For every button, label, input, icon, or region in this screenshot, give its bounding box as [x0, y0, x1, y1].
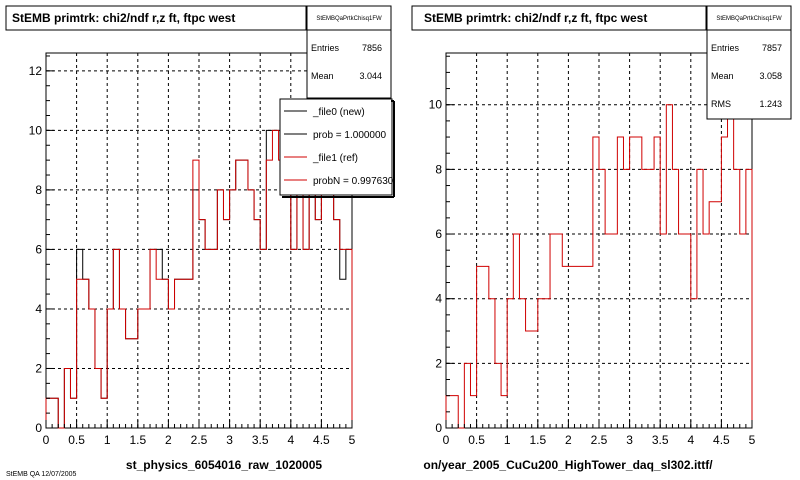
pad-1-stats-box: StEMBQaPrtkChisq1FW Entries 7856 Mean 3.…: [306, 5, 392, 99]
pad-1-x-tick-label-8: 4: [287, 433, 294, 447]
pad-2: StEMB primtrk: chi2/ndf r,z ft, ftpc wes…: [411, 5, 792, 472]
pad-1-y-tick-label-2: 4: [35, 302, 42, 316]
pad-2-x-tick-label-3: 1.5: [529, 433, 546, 447]
pad-2-stats-rms-label: RMS: [711, 99, 731, 109]
pad-2-stats-rms-value: 1.243: [759, 99, 782, 109]
pad-1-y-tick-label-3: 6: [35, 242, 42, 256]
pad-1-y-tick-label-1: 2: [35, 361, 42, 375]
pad-1-x-tick-label-5: 2.5: [191, 433, 208, 447]
pad-1-y-tick-label-0: 0: [35, 421, 42, 435]
pad-2-x-tick-label-5: 2.5: [591, 433, 608, 447]
pad-1-x-tick-label-7: 3.5: [252, 433, 269, 447]
pad-2-axes: 0 0.5 1 1.5 2 2.5 3 3.5 4 4.5 5 0 2 4 6 8 10: [429, 55, 756, 447]
pad-2-series-0-histogram: [445, 104, 753, 429]
legend-label-file0: _file0 (new): [312, 107, 365, 118]
pad-2-stats-mean-label: Mean: [711, 71, 734, 81]
pad-2-stats-mean-value: 3.058: [759, 71, 782, 81]
pad-1-title: StEMB primtrk: chi2/ndf r,z ft, ftpc wes…: [12, 11, 235, 25]
pad-1-x-tick-label-9: 4.5: [313, 433, 330, 447]
pad-2-x-tick-label-7: 3.5: [652, 433, 669, 447]
pad-1-x-tick-label-6: 3: [226, 433, 233, 447]
legend-entry-prob: prob = 1.000000: [284, 130, 387, 141]
pad-1: StEMB primtrk: chi2/ndf r,z ft, ftpc wes…: [5, 5, 395, 478]
pad-1-y-tick-label-6: 12: [29, 64, 43, 78]
pad-2-series: [445, 104, 753, 429]
pad-2-y-tick-label-1: 2: [435, 356, 442, 370]
pad-1-axes: 0 0.5 1 1.5 2 2.5 3 3.5 4 4.5 5 0 2 4 6 8 10 12: [29, 55, 356, 447]
pad-2-y-tick-label-0: 0: [435, 421, 442, 435]
pad-1-x-tick-label-4: 2: [165, 433, 172, 447]
pad-1-x-tick-label-2: 1: [104, 433, 111, 447]
pad-2-stats-name: StEMBQaPrtkChisq1FW: [716, 16, 782, 22]
pad-2-x-tick-label-10: 5: [749, 433, 756, 447]
pad-2-x-tick-label-8: 4: [687, 433, 694, 447]
legend-entry-probn: probN = 0.997630: [284, 176, 394, 187]
legend-entry-file1: _file1 (ref): [284, 153, 358, 164]
pad-2-x-tick-label-4: 2: [565, 433, 572, 447]
pad-1-stats-mean-label: Mean: [311, 71, 334, 81]
pad-2-x-tick-label-0: 0: [443, 433, 450, 447]
pad-1-y-tick-label-5: 10: [29, 123, 43, 137]
pad-1-x-axis-label: st_physics_6054016_raw_1020005: [126, 458, 322, 472]
pad-1-x-tick-label-3: 1.5: [129, 433, 146, 447]
pad-1-legend: _file0 (new) prob = 1.000000 _file1 (ref…: [279, 98, 395, 198]
footer-text: StEMB QA 12/07/2005: [6, 471, 77, 478]
pad-1-stats-name: StEMBQaPrtkChisq1FW: [316, 16, 382, 22]
legend-label-prob: prob = 1.000000: [313, 130, 387, 141]
pad-2-stats-entries-label: Entries: [711, 43, 740, 53]
pad-1-stats-mean-value: 3.044: [359, 71, 382, 81]
pad-1-stats-entries-value: 7856: [362, 43, 382, 53]
pad-2-title-box: StEMB primtrk: chi2/ndf r,z ft, ftpc wes…: [411, 5, 707, 31]
pad-2-stats-entries-value: 7857: [762, 43, 782, 53]
pad-1-title-box: StEMB primtrk: chi2/ndf r,z ft, ftpc wes…: [5, 5, 307, 31]
pad-2-x-axis-label: on/year_2005_CuCu200_HighTower_daq_sl302…: [423, 458, 713, 472]
pad-1-y-tick-label-4: 8: [35, 183, 42, 197]
legend-label-probn: probN = 0.997630: [313, 176, 394, 187]
pad-2-x-tick-label-9: 4.5: [713, 433, 730, 447]
pad-2-y-tick-label-3: 6: [435, 227, 442, 241]
pad-1-x-tick-label-0: 0: [43, 433, 50, 447]
pad-2-x-tick-label-1: 0.5: [468, 433, 485, 447]
pad-2-x-tick-label-2: 1: [504, 433, 511, 447]
pad-1-x-tick-label-10: 5: [349, 433, 356, 447]
pad-2-title: StEMB primtrk: chi2/ndf r,z ft, ftpc wes…: [424, 11, 647, 25]
legend-label-file1: _file1 (ref): [312, 153, 358, 164]
pad-2-y-tick-label-2: 4: [435, 292, 442, 306]
pad-1-stats-entries-label: Entries: [311, 43, 340, 53]
legend-entry-file0: _file0 (new): [284, 107, 365, 118]
pad-1-x-tick-label-1: 0.5: [68, 433, 85, 447]
pad-2-y-tick-label-5: 10: [429, 98, 443, 112]
pad-2-y-tick-label-4: 8: [435, 162, 442, 176]
pad-2-x-tick-label-6: 3: [626, 433, 633, 447]
pad-2-stats-box: StEMBQaPrtkChisq1FW Entries 7857 Mean 3.…: [706, 5, 792, 120]
